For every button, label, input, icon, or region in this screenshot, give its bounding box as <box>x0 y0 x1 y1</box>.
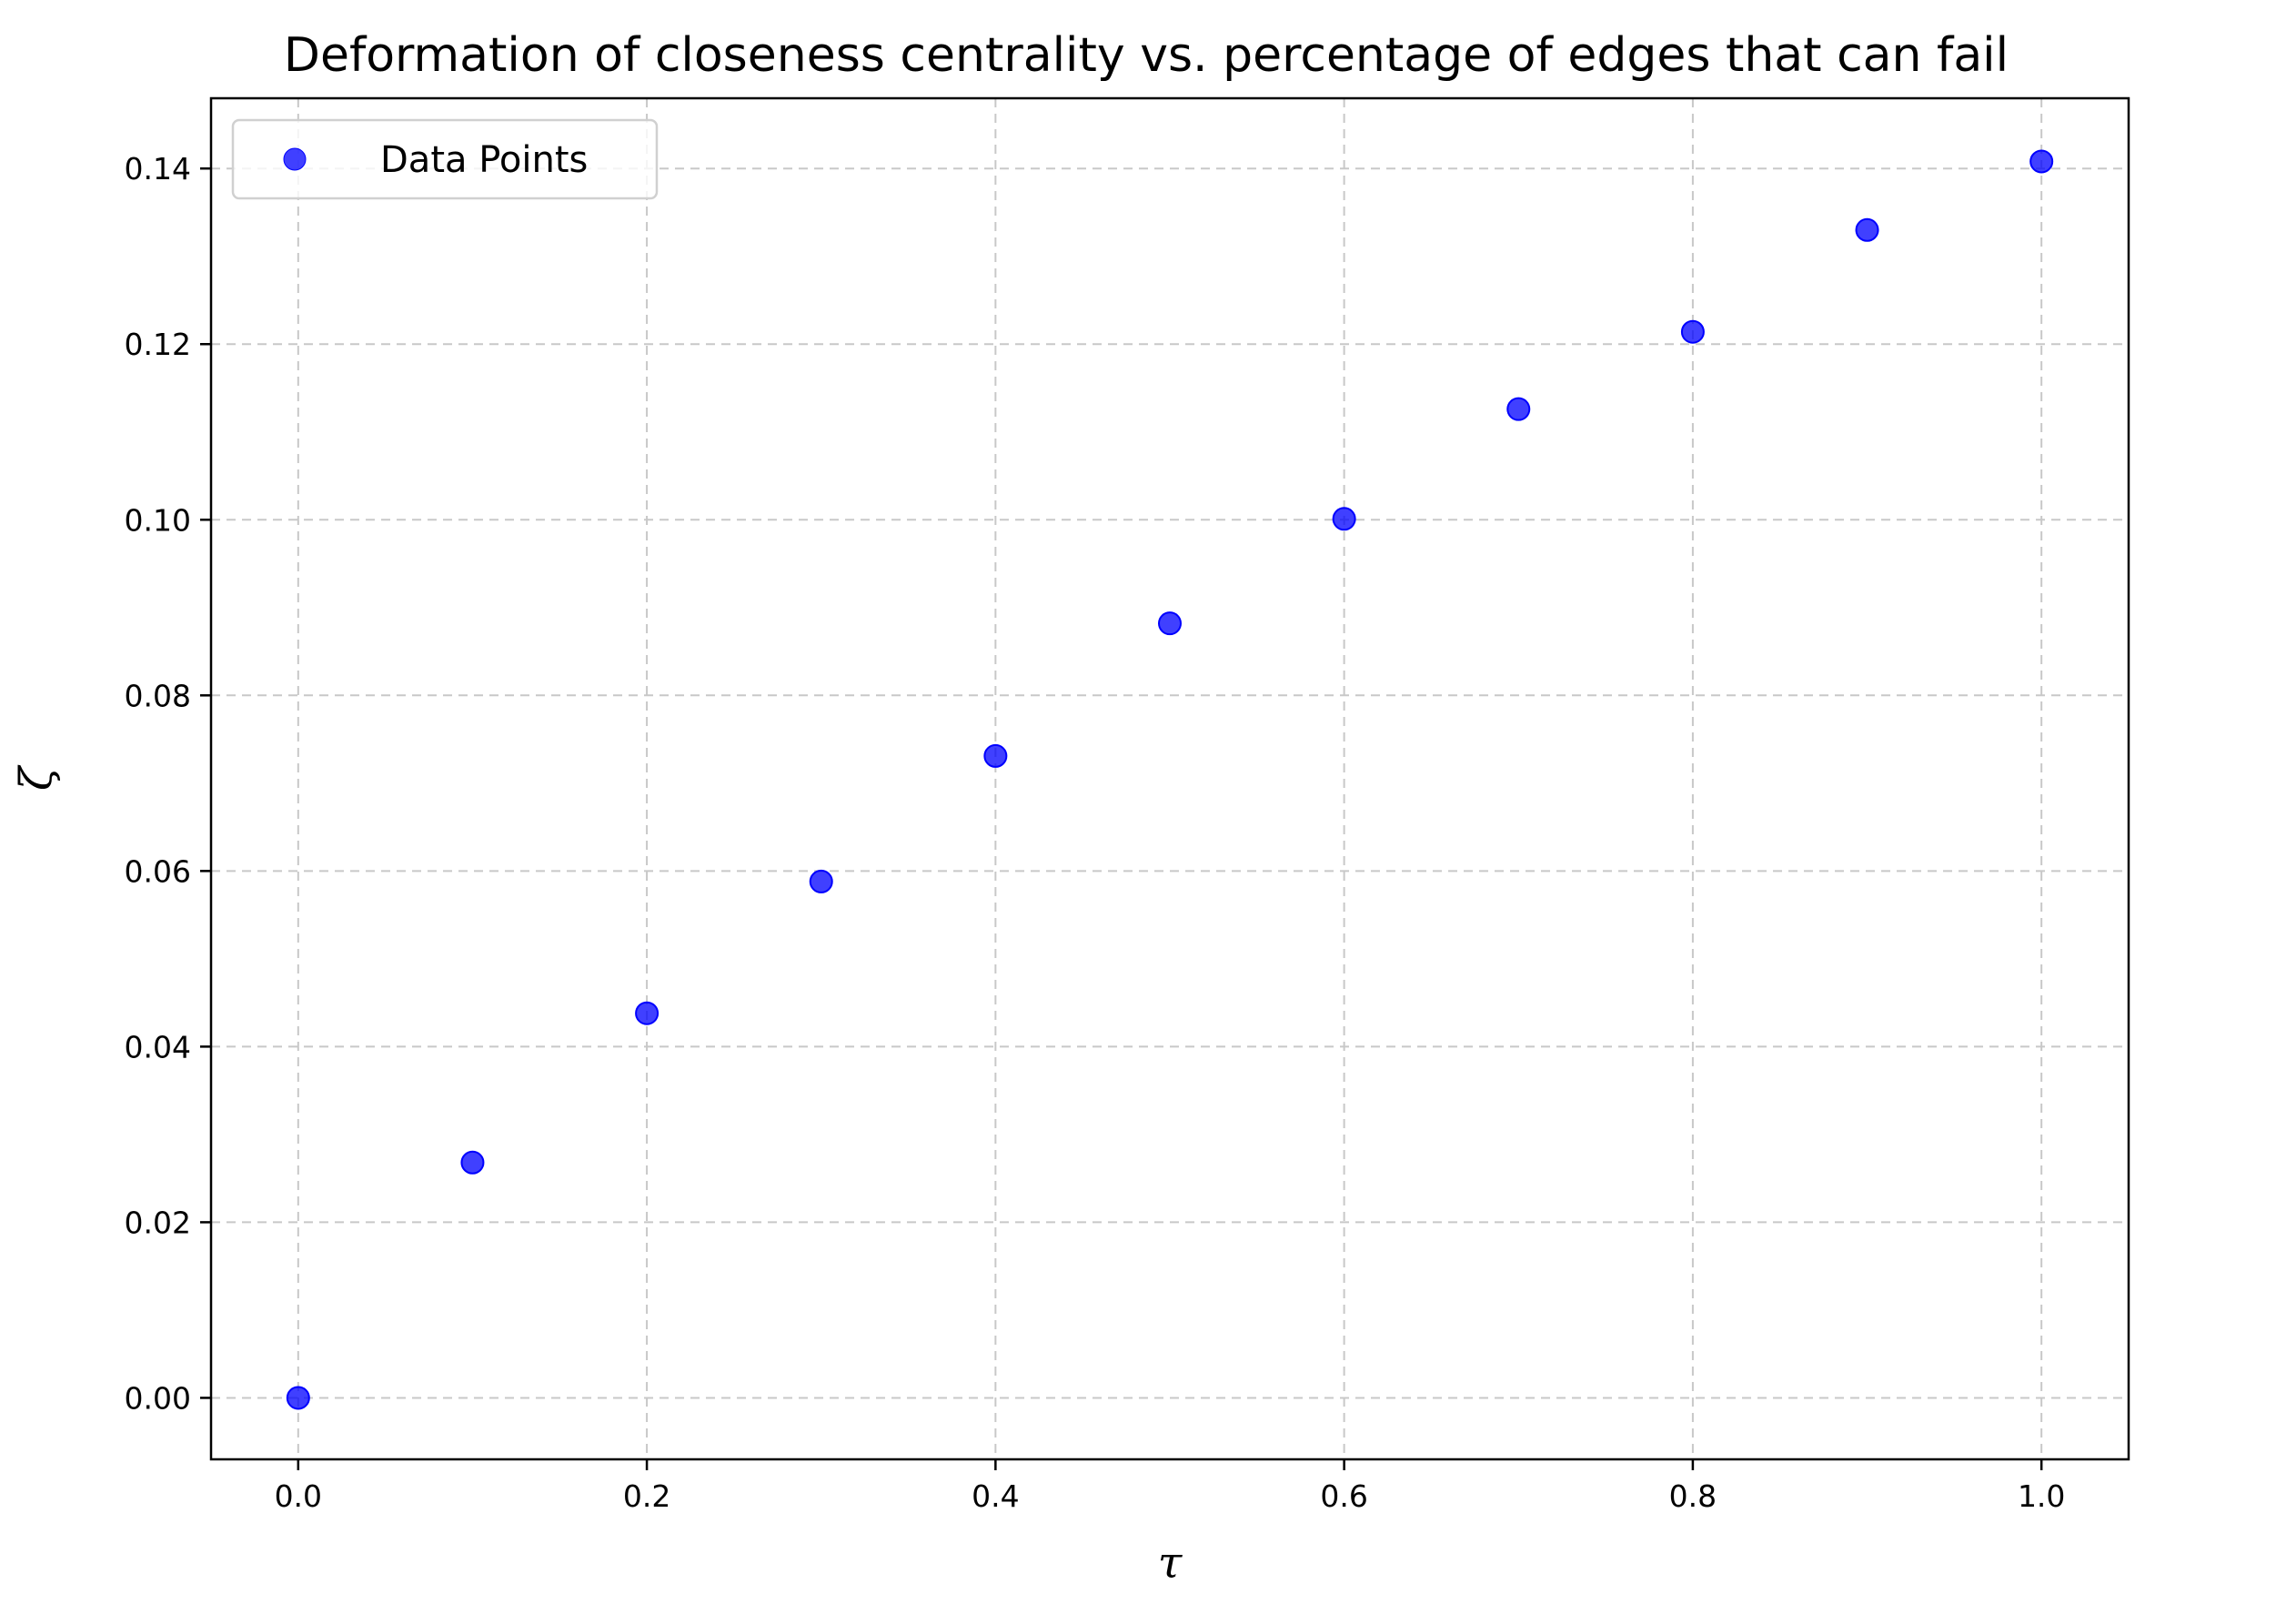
data-point <box>635 1001 660 1025</box>
data-point <box>1332 507 1356 531</box>
x-tick-label: 0.2 <box>623 1478 670 1514</box>
y-tick-label: 0.12 <box>125 327 191 362</box>
y-tick-label: 0.02 <box>125 1205 191 1240</box>
data-point <box>983 743 1008 768</box>
y-axis-label: ζ <box>11 764 62 791</box>
y-tick-label: 0.14 <box>125 151 191 187</box>
legend-box <box>231 118 659 200</box>
x-tick-label: 0.0 <box>275 1478 322 1514</box>
grid-lines <box>211 98 2129 1459</box>
x-tick-label: 0.4 <box>972 1478 1019 1514</box>
y-tick-label: 0.00 <box>125 1380 191 1416</box>
x-tick-label: 0.6 <box>1320 1478 1367 1514</box>
plot-frame <box>209 96 2130 1461</box>
y-tick-label: 0.04 <box>125 1029 191 1064</box>
data-point <box>2029 149 2054 174</box>
legend-label: Data Points <box>380 139 588 181</box>
data-point <box>286 1386 310 1410</box>
y-tick-label: 0.06 <box>125 853 191 889</box>
legend-marker <box>283 147 307 171</box>
x-axis-label: τ <box>1158 1538 1183 1589</box>
data-point <box>1855 217 1879 242</box>
data-point <box>460 1150 485 1175</box>
chart-title: Deformation of closeness centrality vs. … <box>284 28 2009 83</box>
legend: Data Points <box>231 118 659 200</box>
y-tick-label: 0.08 <box>125 678 191 713</box>
y-tick-label: 0.10 <box>125 502 191 538</box>
data-point <box>809 869 833 893</box>
data-point <box>1506 397 1531 421</box>
axes: 0.0 0.2 0.4 0.6 0.8 1.0 0.00 0.02 0.04 0.06 0.08 0.… <box>125 151 2066 1514</box>
x-tick-label: 1.0 <box>2018 1478 2065 1514</box>
x-tick-label: 0.8 <box>1669 1478 1717 1514</box>
data-points <box>286 149 2054 1410</box>
data-point <box>1680 319 1705 344</box>
data-point <box>1158 611 1182 636</box>
